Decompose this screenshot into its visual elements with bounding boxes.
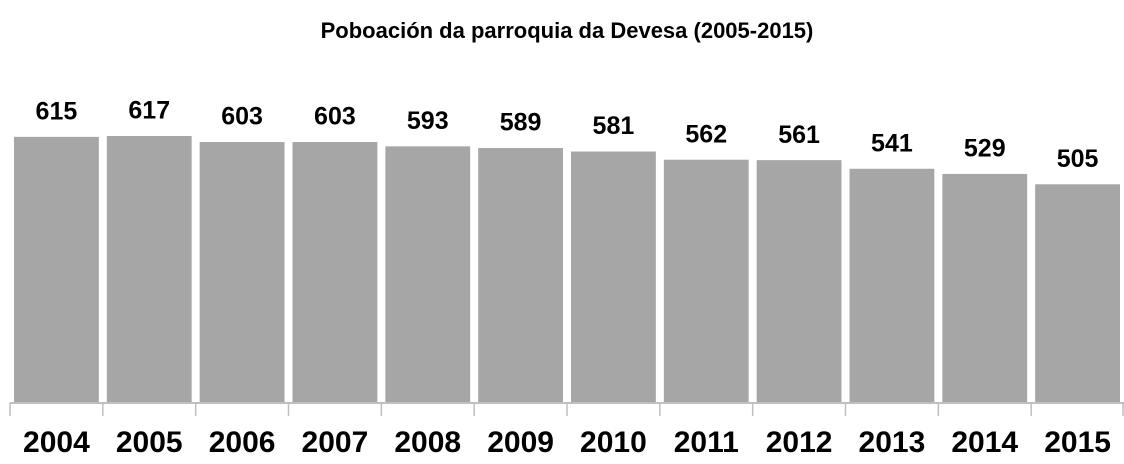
x-tick-label: 2015 (1044, 426, 1111, 459)
x-tick-label: 2014 (951, 426, 1018, 459)
x-tick-label: 2013 (859, 426, 926, 459)
value-label: 562 (685, 120, 727, 148)
value-label: 615 (36, 97, 78, 125)
bar (663, 159, 749, 402)
bar (756, 160, 842, 402)
value-label: 593 (407, 107, 449, 135)
bar (385, 146, 471, 402)
bar (571, 151, 656, 402)
x-tick-label: 2011 (674, 426, 739, 459)
value-label: 541 (871, 129, 913, 157)
value-label: 581 (593, 112, 635, 140)
bar (106, 136, 192, 402)
bar (942, 173, 1028, 402)
chart-title: Poboación da parroquia da Devesa (2005-2… (321, 18, 814, 43)
x-tick-label: 2010 (580, 426, 647, 459)
value-label: 617 (128, 97, 170, 125)
bar (14, 136, 99, 402)
value-label: 589 (500, 109, 542, 137)
x-tick-label: 2004 (23, 426, 90, 459)
value-label: 603 (221, 103, 263, 131)
x-tick-label: 2007 (302, 426, 369, 459)
x-tick-label: 2006 (209, 426, 276, 459)
value-label: 505 (1057, 145, 1099, 173)
bar (1035, 184, 1120, 402)
x-tick-label: 2009 (487, 426, 554, 459)
value-label: 529 (964, 135, 1006, 163)
bar (849, 168, 935, 402)
x-tick-label: 2008 (394, 426, 461, 459)
x-tick-label: 2005 (116, 426, 183, 459)
x-tick-label: 2012 (766, 426, 833, 459)
value-label: 561 (778, 121, 820, 149)
bar (199, 142, 285, 403)
value-label: 603 (314, 103, 356, 131)
bar (478, 148, 563, 402)
bar (292, 142, 378, 403)
